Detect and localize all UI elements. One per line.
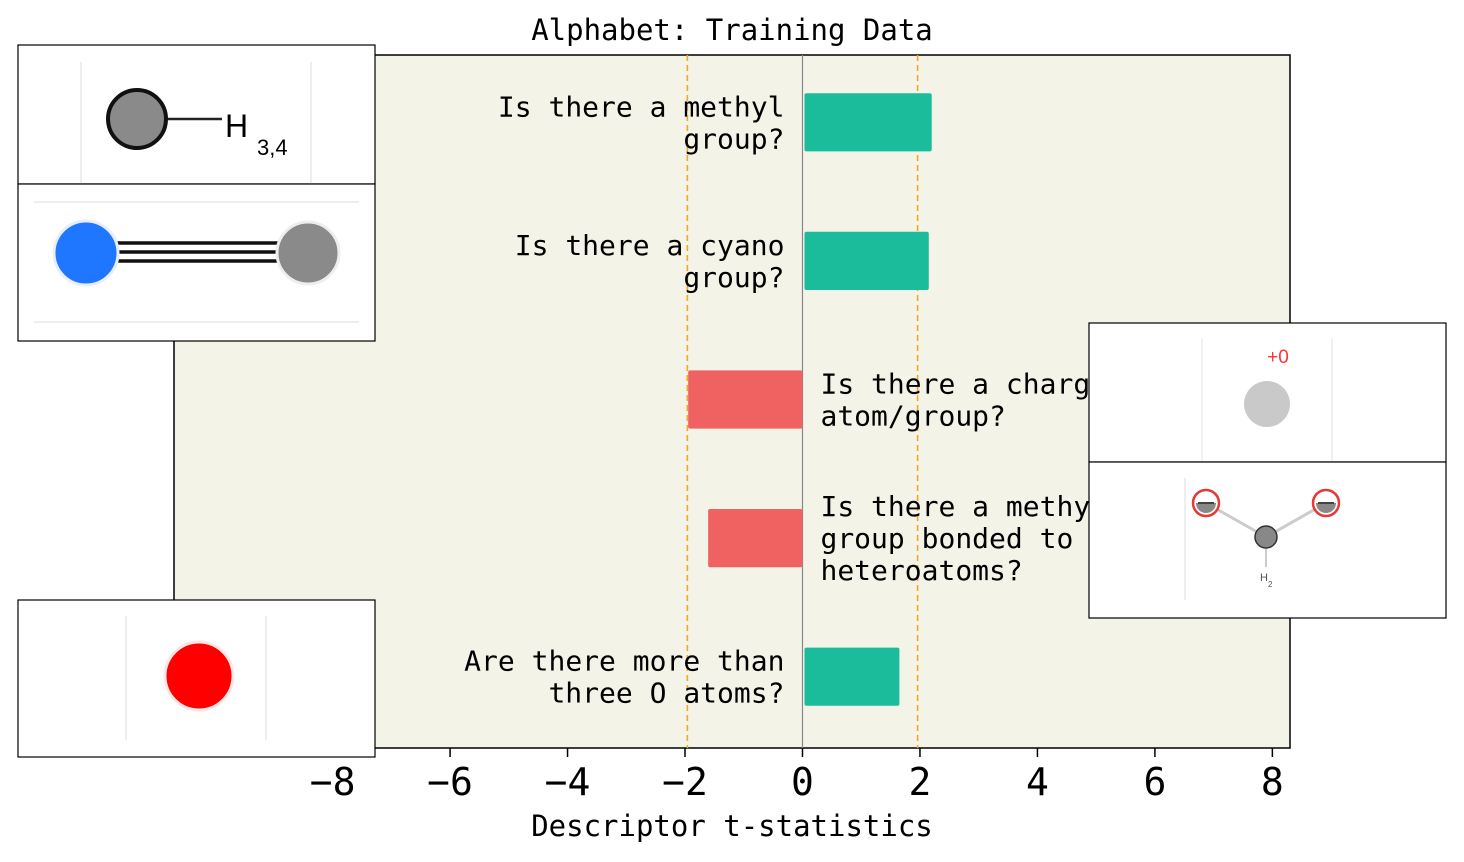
x-tick-label: 0 — [791, 760, 814, 804]
bar-1 — [804, 231, 929, 291]
bar-label-line: group? — [683, 122, 784, 155]
bar-2 — [688, 370, 803, 429]
x-axis-label: Descriptor t-statistics — [531, 809, 933, 843]
charged-atom-icon: +0 — [1088, 322, 1447, 463]
bars — [688, 93, 932, 706]
x-tick-label: −8 — [310, 760, 356, 804]
methylene-h-label: H — [1260, 572, 1268, 584]
x-tick-label: −4 — [545, 760, 591, 804]
methylene-heteroatoms-icon: H 2 — [1088, 461, 1447, 619]
bar-0 — [804, 93, 932, 152]
methyl-h-label: H — [225, 108, 248, 144]
bar-label-line: heteroatoms? — [820, 554, 1022, 587]
methyl-group-icon: H 3,4 — [17, 44, 376, 185]
x-tick-label: −2 — [662, 760, 708, 804]
x-tick-label: 8 — [1261, 760, 1284, 804]
bar-4 — [804, 647, 900, 706]
x-axis: −8 −6 −4 −2 0 2 4 6 8 — [310, 748, 1284, 804]
bar-label-line: Is there a charged — [820, 368, 1123, 401]
oxygen-atom-icon — [17, 599, 376, 758]
x-tick-label: 6 — [1143, 760, 1166, 804]
bar-label-line: Is there a cyano — [515, 229, 785, 262]
bar-3 — [708, 508, 803, 568]
bar-label-line: Is there a methyl — [498, 90, 785, 123]
cyano-group-icon — [17, 183, 376, 342]
x-tick-label: 2 — [909, 760, 932, 804]
x-tick-label: 4 — [1026, 760, 1049, 804]
bar-label-line: group bonded to two — [820, 522, 1140, 555]
methylene-h-subscript: 2 — [1268, 580, 1273, 589]
methyl-h-subscript: 3,4 — [257, 135, 288, 160]
bar-label-line: three O atoms? — [548, 677, 784, 710]
chart-title: Alphabet: Training Data — [531, 13, 933, 47]
charge-label: +0 — [1267, 347, 1289, 368]
bar-label-line: Are there more than — [464, 645, 784, 678]
bar-label-line: group? — [683, 261, 784, 294]
bar-label-line: atom/group? — [820, 400, 1005, 433]
x-tick-label: −6 — [427, 760, 473, 804]
